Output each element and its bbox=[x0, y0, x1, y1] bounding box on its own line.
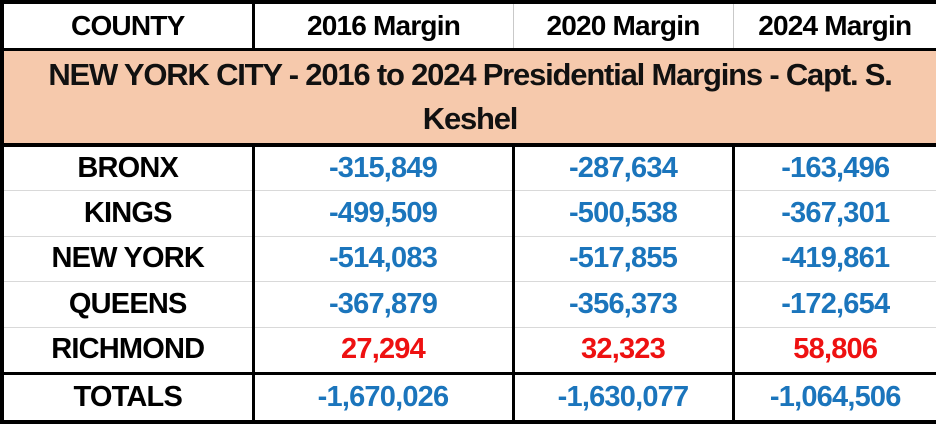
column-header-county: COUNTY bbox=[2, 2, 255, 51]
margin-2024-cell: -172,654 bbox=[731, 281, 936, 328]
margin-2016-cell: 27,294 bbox=[251, 327, 513, 374]
column-header-row: COUNTY 2016 Margin 2020 Margin 2024 Marg… bbox=[2, 2, 936, 51]
county-cell: NEW YORK bbox=[2, 235, 253, 282]
title-banner-row: NEW YORK CITY - 2016 to 2024 Presidentia… bbox=[2, 49, 936, 147]
table-row-totals: TOTALS -1,670,026 -1,630,077 -1,064,506 bbox=[2, 371, 936, 422]
table-row-queens: QUEENS -367,879 -356,373 -172,654 bbox=[2, 281, 936, 328]
margin-2024-cell: -419,861 bbox=[731, 235, 936, 282]
table-row-bronx: BRONX -315,849 -287,634 -163,496 bbox=[2, 144, 936, 191]
table-title: NEW YORK CITY - 2016 to 2024 Presidentia… bbox=[2, 49, 936, 147]
margin-2016-cell: -315,849 bbox=[251, 144, 513, 191]
margin-2024-cell: -367,301 bbox=[731, 189, 936, 237]
table-title-line1: NEW YORK CITY - 2016 to 2024 Presidentia… bbox=[48, 57, 893, 93]
county-cell: KINGS bbox=[2, 189, 253, 237]
margin-2020-cell: -500,538 bbox=[511, 189, 733, 237]
margin-2024-cell: -163,496 bbox=[731, 144, 936, 191]
margin-2020-cell: 32,323 bbox=[511, 327, 733, 374]
table-row-richmond: RICHMOND 27,294 32,323 58,806 bbox=[2, 327, 936, 374]
county-cell: RICHMOND bbox=[2, 327, 253, 374]
margin-2016-cell: -367,879 bbox=[251, 281, 513, 328]
totals-label-cell: TOTALS bbox=[2, 371, 253, 422]
column-header-2024-margin: 2024 Margin bbox=[732, 2, 936, 51]
county-cell: BRONX bbox=[77, 151, 179, 184]
county-cell: QUEENS bbox=[2, 281, 253, 328]
margin-2020-cell: -287,634 bbox=[511, 144, 733, 191]
margin-2020-cell: -356,373 bbox=[511, 281, 733, 328]
margin-2024-cell: 58,806 bbox=[731, 327, 936, 374]
margin-2016-cell: -514,083 bbox=[251, 235, 513, 282]
column-header-2016-margin: 2016 Margin bbox=[253, 2, 513, 51]
totals-2016-cell: -1,670,026 bbox=[251, 371, 513, 422]
table-row-kings: KINGS -499,509 -500,538 -367,301 bbox=[2, 189, 936, 237]
totals-2024-cell: -1,064,506 bbox=[731, 371, 936, 422]
totals-2020-cell: -1,630,077 bbox=[511, 371, 733, 422]
table-title-line2: Keshel bbox=[422, 100, 519, 136]
margin-2020-cell: -517,855 bbox=[511, 235, 733, 282]
margin-2016-cell: -499,509 bbox=[251, 189, 513, 237]
column-header-2020-margin: 2020 Margin bbox=[512, 2, 733, 51]
table-row-new-york: NEW YORK -514,083 -517,855 -419,861 bbox=[2, 235, 936, 282]
